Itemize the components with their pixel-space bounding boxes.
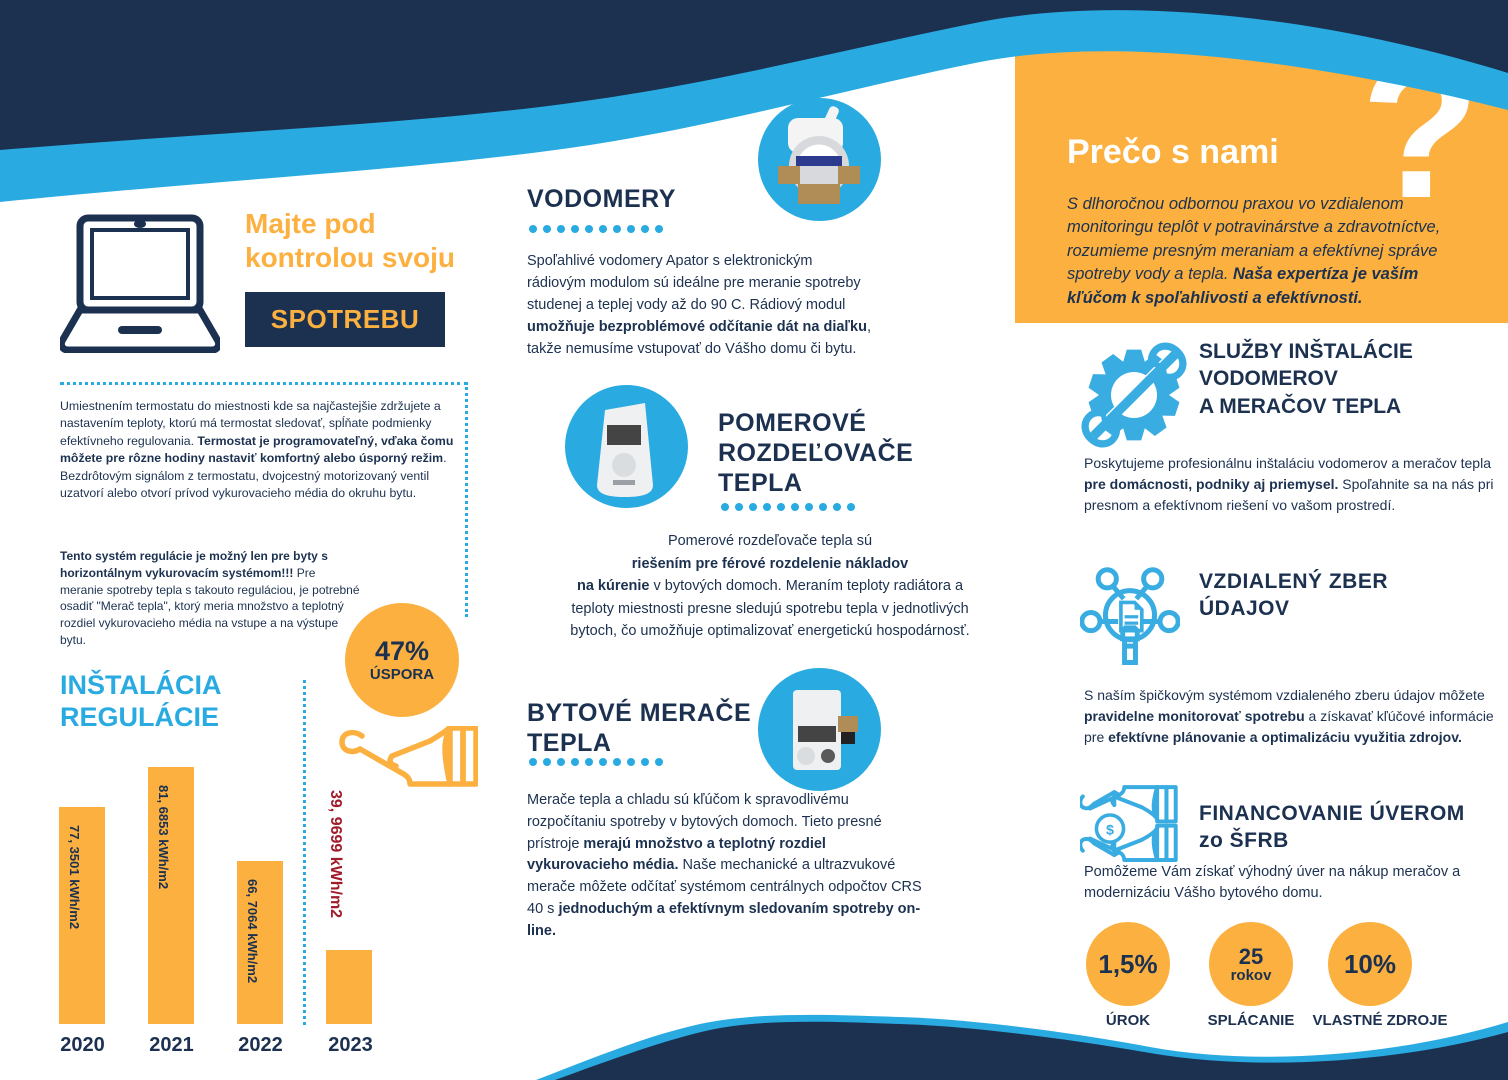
svg-text:$: $ xyxy=(1106,822,1114,838)
